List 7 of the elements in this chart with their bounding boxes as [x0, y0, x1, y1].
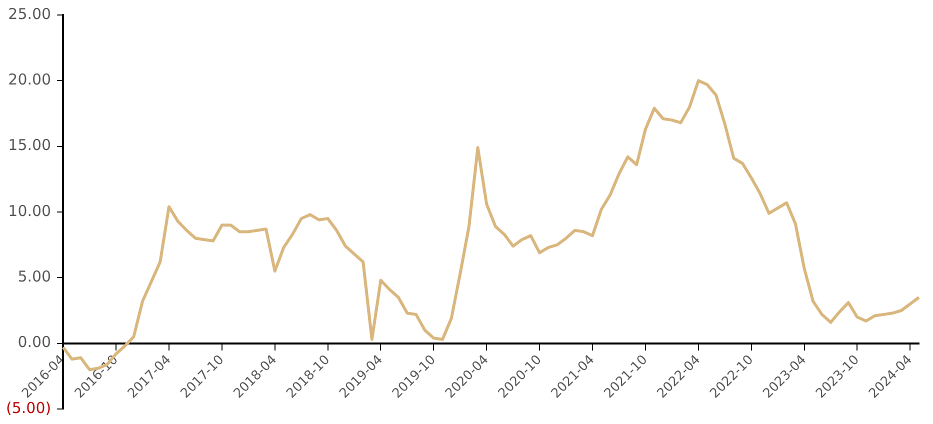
y-tick-label: 15.00 — [8, 136, 52, 154]
y-tick-label: (5.00) — [6, 398, 52, 417]
y-tick-label: 5.00 — [18, 268, 52, 286]
y-tick-label: 25.00 — [8, 4, 52, 23]
y-tick-label: 20.00 — [8, 70, 52, 89]
y-tick-label: 0.00 — [18, 333, 52, 352]
y-tick-label: 10.00 — [8, 202, 52, 220]
